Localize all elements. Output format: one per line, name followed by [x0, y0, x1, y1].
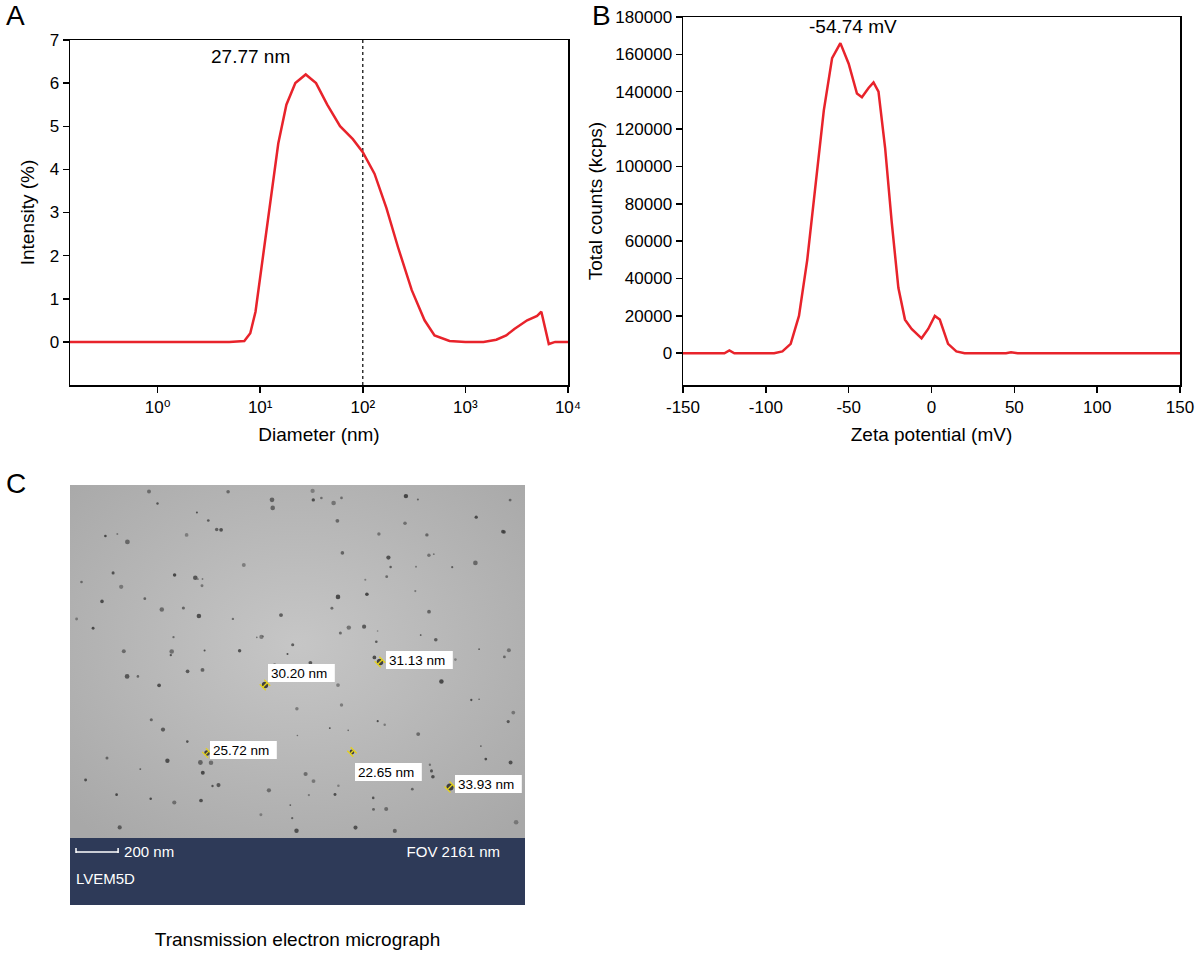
svg-text:120000: 120000	[615, 120, 672, 139]
svg-text:4: 4	[50, 160, 59, 179]
svg-text:0: 0	[927, 398, 936, 417]
svg-text:0: 0	[663, 344, 672, 363]
svg-text:Intensity (%): Intensity (%)	[17, 160, 38, 266]
svg-text:50: 50	[1005, 398, 1024, 417]
svg-text:10⁴: 10⁴	[555, 398, 581, 417]
svg-text:140000: 140000	[615, 83, 672, 102]
svg-text:LVEM5D: LVEM5D	[76, 870, 135, 887]
svg-text:3: 3	[50, 203, 59, 222]
svg-text:20000: 20000	[625, 307, 672, 326]
svg-text:-54.74 mV: -54.74 mV	[809, 16, 897, 37]
svg-text:0: 0	[50, 333, 59, 352]
svg-text:2: 2	[50, 247, 59, 266]
svg-text:-100: -100	[749, 398, 783, 417]
html-text:C: C	[6, 468, 27, 499]
svg-text:200 nm: 200 nm	[124, 843, 174, 860]
svg-text:22.65 nm: 22.65 nm	[358, 765, 414, 780]
svg-text:80000: 80000	[625, 195, 672, 214]
html-text:A: A	[6, 0, 25, 31]
svg-text:100: 100	[1083, 398, 1111, 417]
svg-text:Transmission electron microgra: Transmission electron micrograph	[155, 929, 440, 950]
svg-text:10¹: 10¹	[248, 398, 273, 417]
svg-text:60000: 60000	[625, 232, 672, 251]
svg-text:160000: 160000	[615, 45, 672, 64]
svg-text:5: 5	[50, 117, 59, 136]
svg-text:-150: -150	[666, 398, 700, 417]
svg-text:FOV 2161 nm: FOV 2161 nm	[407, 843, 500, 860]
svg-text:25.72 nm: 25.72 nm	[213, 743, 269, 758]
svg-text:27.77 nm: 27.77 nm	[211, 46, 290, 67]
svg-text:40000: 40000	[625, 269, 672, 288]
svg-text:150: 150	[1166, 398, 1194, 417]
svg-text:-50: -50	[836, 398, 861, 417]
svg-text:6: 6	[50, 74, 59, 93]
svg-text:31.13 nm: 31.13 nm	[389, 653, 445, 668]
svg-text:Diameter (nm): Diameter (nm)	[258, 424, 379, 445]
svg-text:1: 1	[50, 290, 59, 309]
svg-text:30.20 nm: 30.20 nm	[271, 666, 327, 681]
svg-text:Total counts (kcps): Total counts (kcps)	[585, 122, 606, 280]
svg-text:10⁰: 10⁰	[145, 398, 171, 417]
html-text:B: B	[592, 0, 611, 31]
svg-text:Zeta potential (mV): Zeta potential (mV)	[851, 424, 1013, 445]
svg-text:10²: 10²	[351, 398, 376, 417]
svg-text:33.93 nm: 33.93 nm	[458, 777, 514, 792]
svg-text:180000: 180000	[615, 8, 672, 27]
svg-text:10³: 10³	[453, 398, 478, 417]
svg-text:7: 7	[50, 31, 59, 50]
svg-text:100000: 100000	[615, 157, 672, 176]
